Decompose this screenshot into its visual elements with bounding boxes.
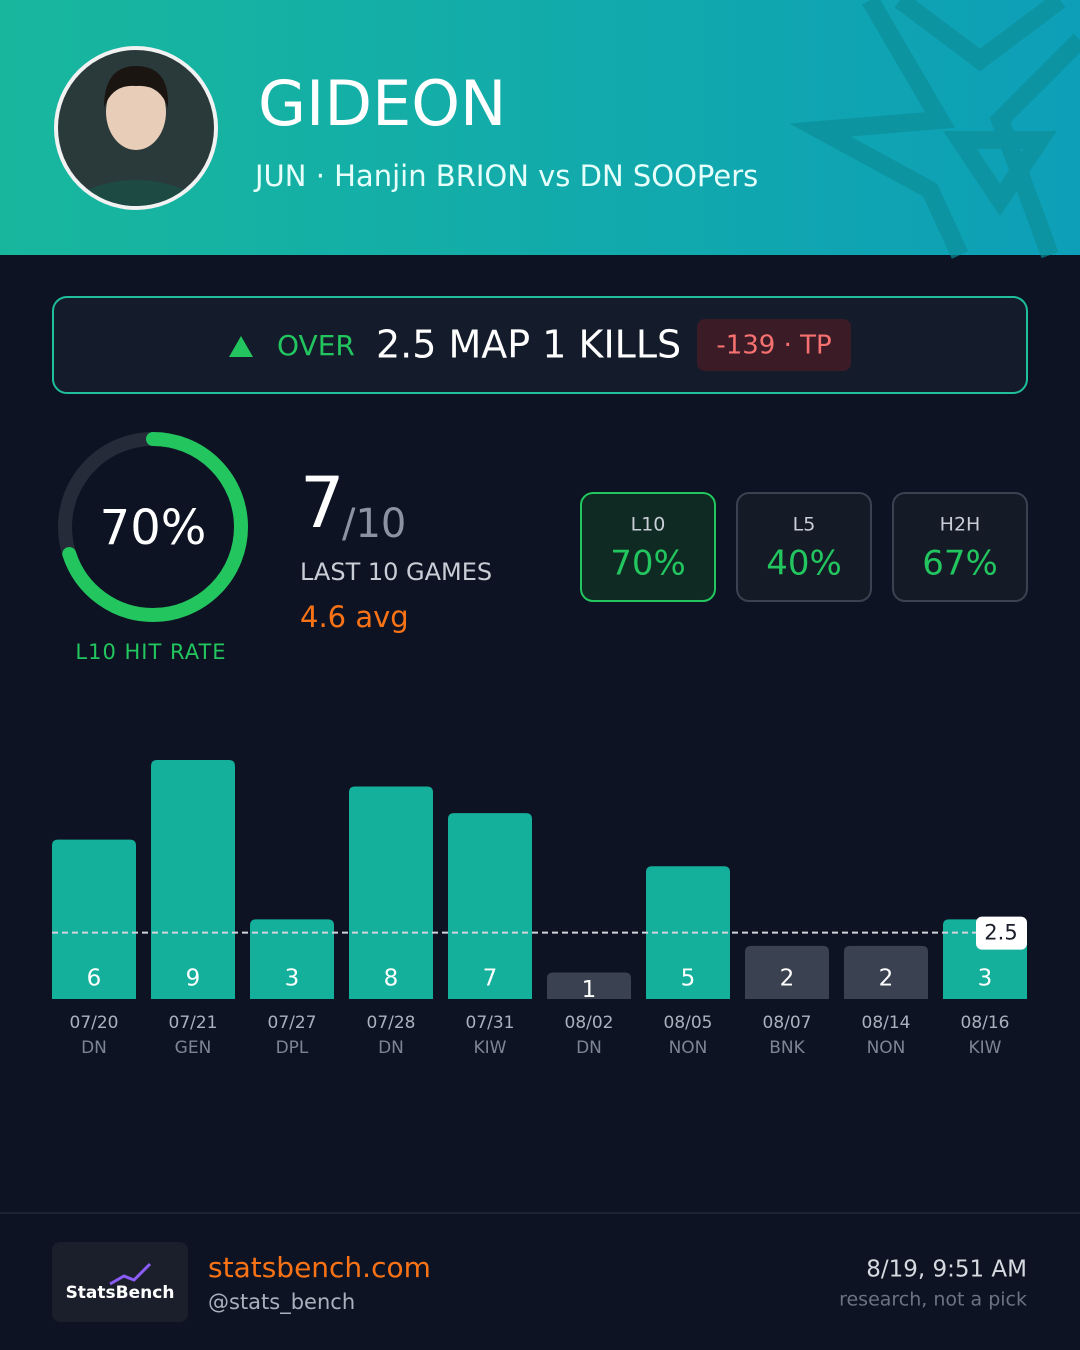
x-tick-label: 07/28 xyxy=(367,1013,416,1033)
handle: @stats_bench xyxy=(208,1290,355,1315)
timestamp: 8/19, 9:51 AM xyxy=(866,1257,1027,1283)
split-label: L10 xyxy=(631,514,666,536)
split-label: L5 xyxy=(793,514,816,536)
opponent-label: KIW xyxy=(969,1038,1002,1058)
subtitle: JUN · Hanjin BRION vs DN SOOPers xyxy=(253,159,758,193)
pick-direction: OVER xyxy=(277,329,355,362)
bar xyxy=(349,786,433,999)
opponent-label: DN xyxy=(378,1038,404,1058)
split-box xyxy=(736,492,872,602)
logo-icon xyxy=(109,1262,152,1286)
bar-value: 8 xyxy=(384,966,399,992)
split-box xyxy=(892,492,1028,602)
opponent-label: GEN xyxy=(175,1038,212,1058)
threshold-badge xyxy=(976,916,1027,950)
hit-rate-caption: L10 HIT RATE xyxy=(75,640,226,664)
split-value: 70% xyxy=(610,544,686,584)
hit-rate-label: 70% xyxy=(100,500,207,556)
opponent-label: DN xyxy=(576,1038,602,1058)
pick-line: 2.5 MAP 1 KILLS xyxy=(376,323,681,367)
bar-value: 2 xyxy=(780,966,795,992)
opponent-label: NON xyxy=(867,1038,906,1058)
bar-value: 6 xyxy=(87,966,102,992)
x-tick-label: 08/14 xyxy=(862,1013,911,1033)
bar-value: 3 xyxy=(285,966,300,992)
split-label: H2H xyxy=(940,514,981,536)
odds: -139 · TP xyxy=(716,331,831,361)
threshold-label: 2.5 xyxy=(984,921,1017,945)
bar xyxy=(52,839,136,999)
over-icon xyxy=(229,336,253,357)
split-value: 40% xyxy=(766,544,842,584)
x-tick-label: 08/16 xyxy=(961,1013,1010,1033)
bar-value: 5 xyxy=(681,966,696,992)
logo-text: StatsBench xyxy=(66,1283,175,1303)
x-tick-label: 07/31 xyxy=(466,1013,515,1033)
opponent-label: DPL xyxy=(276,1038,309,1058)
bar xyxy=(250,919,334,999)
player-name: GIDEON xyxy=(258,67,506,140)
bar xyxy=(844,945,928,999)
x-tick-label: 07/21 xyxy=(169,1013,218,1033)
bar-value: 9 xyxy=(186,966,201,992)
hits: 7 xyxy=(300,462,345,544)
bar xyxy=(151,760,235,999)
bar-value: 7 xyxy=(483,966,498,992)
bar-value: 1 xyxy=(582,977,597,1003)
opponent-label: BNK xyxy=(769,1038,805,1058)
odds-badge xyxy=(697,319,851,371)
logo-box xyxy=(52,1242,188,1322)
x-tick-label: 08/07 xyxy=(763,1013,812,1033)
site: statsbench.com xyxy=(208,1251,431,1284)
record-caption: LAST 10 GAMES xyxy=(300,558,492,586)
x-tick-label: 08/05 xyxy=(664,1013,713,1033)
bar xyxy=(448,813,532,999)
hit-rate-ring xyxy=(58,432,248,622)
disclaimer: research, not a pick xyxy=(839,1289,1027,1311)
split-value: 67% xyxy=(922,544,998,584)
total: /10 xyxy=(342,501,406,547)
x-tick-label: 07/20 xyxy=(70,1013,119,1033)
opponent-label: NON xyxy=(669,1038,708,1058)
bar-value: 3 xyxy=(978,966,993,992)
team-logo xyxy=(789,0,1080,259)
bar xyxy=(745,945,829,999)
opponent-label: DN xyxy=(81,1038,107,1058)
x-tick-label: 08/02 xyxy=(565,1013,614,1033)
bar xyxy=(547,972,631,999)
bar-value: 2 xyxy=(879,966,894,992)
split-box xyxy=(580,492,716,602)
x-tick-label: 07/27 xyxy=(268,1013,317,1033)
opponent-label: KIW xyxy=(474,1038,507,1058)
average: 4.6 avg xyxy=(300,600,409,634)
bar xyxy=(646,866,730,999)
